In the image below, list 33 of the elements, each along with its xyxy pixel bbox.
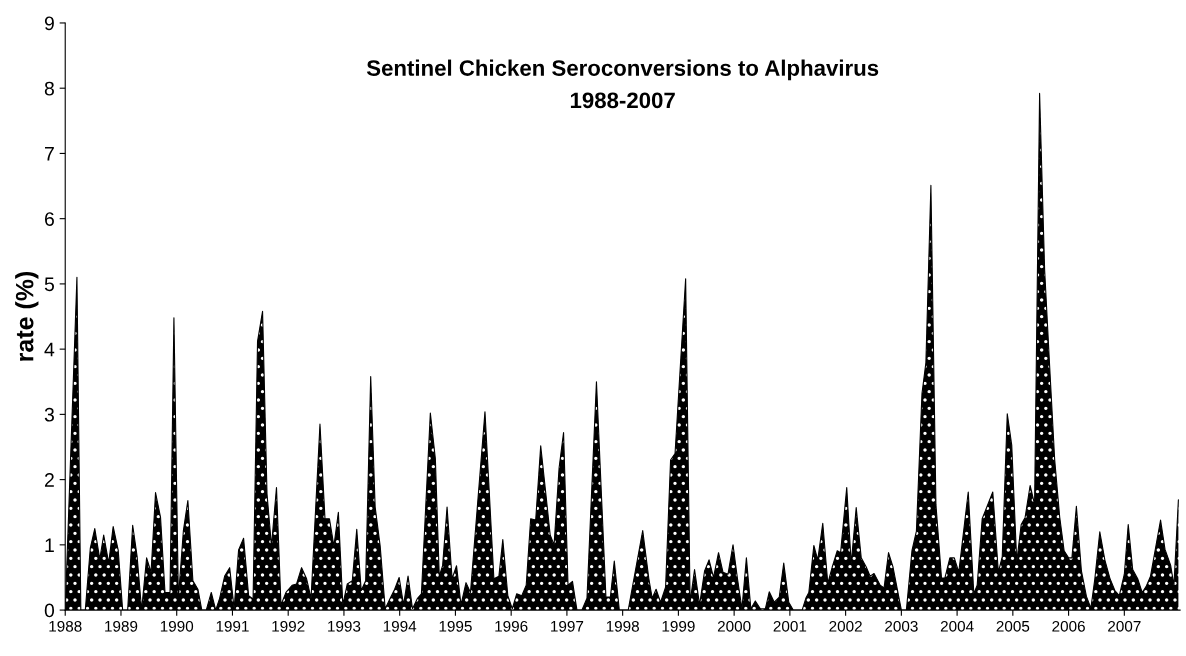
x-tick-label: 2001 bbox=[773, 620, 807, 632]
y-tick-label: 1 bbox=[45, 538, 54, 552]
x-tick-label: 1994 bbox=[383, 620, 417, 632]
x-tick-label: 2007 bbox=[1108, 620, 1141, 632]
y-tick-label: 7 bbox=[45, 147, 54, 161]
x-tick-label: 1999 bbox=[662, 620, 695, 632]
x-tick-label: 1991 bbox=[216, 620, 249, 632]
x-tick-label: 1990 bbox=[160, 620, 194, 632]
x-tick-label: 2006 bbox=[1052, 620, 1085, 632]
text: 1988-2007 bbox=[570, 92, 675, 109]
text: Sentinel Chicken Seroconversions to Alphavirus bbox=[366, 59, 879, 81]
x-tick-label: 1997 bbox=[551, 620, 584, 632]
x-tick-label: 1992 bbox=[272, 620, 305, 632]
x-tick-label: 2002 bbox=[829, 620, 862, 632]
x-tick-label: 2005 bbox=[996, 620, 1030, 632]
y-tick-label: 9 bbox=[44, 16, 54, 31]
y-tick-label: 5 bbox=[44, 277, 54, 292]
x-tick-label: 1995 bbox=[439, 620, 472, 632]
y-tick-label: 2 bbox=[44, 473, 54, 487]
x-tick-label: 2000 bbox=[717, 620, 751, 632]
x-tick-label: 1996 bbox=[495, 620, 528, 632]
x-tick-label: 1989 bbox=[105, 620, 138, 632]
x-tick-label: 2004 bbox=[940, 620, 974, 632]
y-tick-label: 3 bbox=[44, 407, 54, 422]
y-axis-title: rate (%) bbox=[15, 271, 39, 361]
x-tick-label: 1998 bbox=[606, 620, 639, 632]
x-tick-label: 1993 bbox=[328, 620, 361, 632]
y-tick-label: 0 bbox=[44, 603, 55, 618]
x-tick-label: 2003 bbox=[885, 620, 918, 632]
y-tick-label: 4 bbox=[44, 342, 55, 357]
y-tick-label: 6 bbox=[44, 212, 54, 226]
y-tick-label: 8 bbox=[44, 81, 54, 96]
x-tick-label: 1988 bbox=[49, 620, 82, 632]
